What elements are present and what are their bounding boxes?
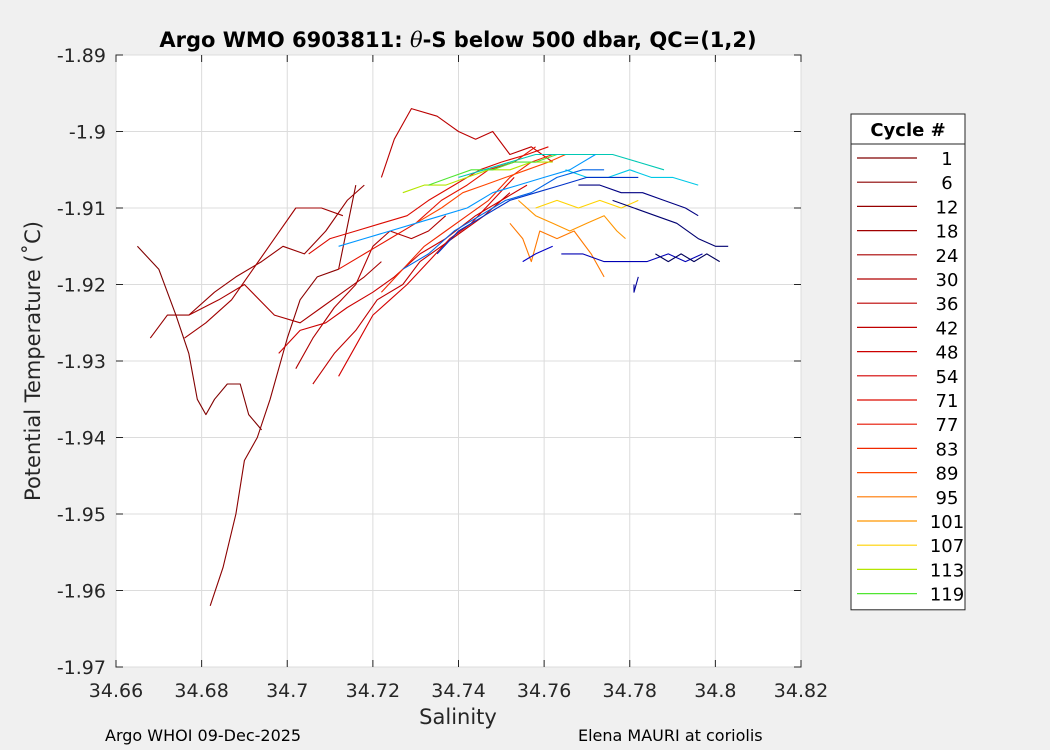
series-line-profile: [436, 176, 639, 255]
legend-label: 113: [930, 560, 964, 581]
legend-label: 71: [936, 391, 959, 412]
series-line-42: [312, 192, 511, 385]
series-line-profile: [402, 169, 605, 270]
series-line-profile: [633, 276, 639, 293]
y-tick-label: -1.94: [57, 428, 106, 450]
series-line-profile: [522, 245, 553, 263]
legend-title: Cycle #: [870, 120, 945, 141]
footer-left-credit: Argo WHOI 09-Dec-2025: [105, 726, 302, 745]
series-line-113: [402, 161, 553, 194]
legend-label: 18: [936, 222, 959, 243]
footer-right-credit: Elena MAURI at coriolis: [578, 726, 763, 745]
y-tick-label: -1.9: [69, 122, 106, 144]
series-line-profile: [561, 253, 703, 263]
series-line-profile: [338, 154, 596, 247]
y-tick-label: -1.95: [57, 504, 106, 526]
series-line-1: [136, 245, 263, 431]
y-axis-label: Potential Temperature (˚C): [21, 221, 45, 501]
legend-label: 83: [936, 439, 959, 460]
x-tick-label: 34.72: [346, 680, 400, 702]
series-line-71: [308, 146, 549, 255]
chart-title: Argo WMO 6903811: θ-S below 500 dbar, QC…: [159, 28, 756, 52]
series-line-83: [380, 153, 553, 293]
legend-label: 1: [941, 149, 952, 170]
legend-label: 48: [936, 343, 959, 364]
x-axis-label: Salinity: [419, 705, 497, 729]
series-line-95: [509, 222, 605, 278]
series-line-12: [149, 184, 365, 339]
series-line-36: [380, 108, 554, 178]
x-tick-label: 34.76: [517, 680, 571, 702]
x-tick-label: 34.68: [174, 680, 228, 702]
legend-label: 101: [930, 512, 964, 533]
series-line-profile: [458, 153, 665, 178]
series-line-89: [415, 153, 566, 224]
series-line-profile: [612, 199, 729, 247]
legend-label: 42: [936, 318, 959, 339]
x-tick-label: 34.66: [89, 680, 143, 702]
series-line-profile: [655, 253, 720, 263]
legend-label: 95: [936, 488, 959, 509]
legend-label: 24: [936, 246, 959, 267]
legend-label: 36: [936, 294, 959, 315]
series-line-18: [184, 207, 344, 339]
series-line-54: [338, 177, 515, 377]
series-line-107: [535, 199, 639, 209]
x-tick-label: 34.82: [774, 680, 828, 702]
legend-label: 6: [941, 173, 952, 194]
series-line-48: [278, 184, 528, 354]
series-line-30: [295, 215, 447, 369]
series-layer: [136, 108, 729, 606]
series-line-119: [428, 153, 558, 186]
series-line-profile: [578, 184, 699, 217]
legend-box: [850, 113, 966, 611]
legend-label: 89: [936, 464, 959, 485]
y-tick-label: -1.93: [57, 351, 106, 373]
axis-ticks: 34.66 34.68 34.7 34.72 34.74 34.76 34.78 34.8 34…: [57, 45, 828, 702]
legend-label: 107: [930, 536, 964, 557]
legend-label: 54: [936, 367, 959, 388]
series-line-6: [209, 184, 357, 606]
legend-label: 119: [930, 585, 964, 606]
y-tick-label: -1.91: [57, 198, 106, 220]
y-tick-label: -1.92: [57, 275, 106, 297]
y-tick-label: -1.89: [57, 45, 106, 67]
x-tick-label: 34.7: [266, 680, 308, 702]
x-tick-label: 34.78: [603, 680, 657, 702]
x-tick-label: 34.8: [694, 680, 736, 702]
y-tick-label: -1.96: [57, 581, 106, 603]
legend: Cycle # 1 6 12 18 24 30 36 42 48 54 71 77 83 89 95 101 10…: [850, 113, 966, 611]
legend-label: 77: [936, 415, 959, 436]
legend-label: 12: [936, 197, 959, 218]
series-line-101: [518, 199, 626, 240]
y-tick-label: -1.97: [57, 657, 106, 679]
legend-label: 30: [936, 270, 959, 291]
x-tick-label: 34.74: [431, 680, 485, 702]
